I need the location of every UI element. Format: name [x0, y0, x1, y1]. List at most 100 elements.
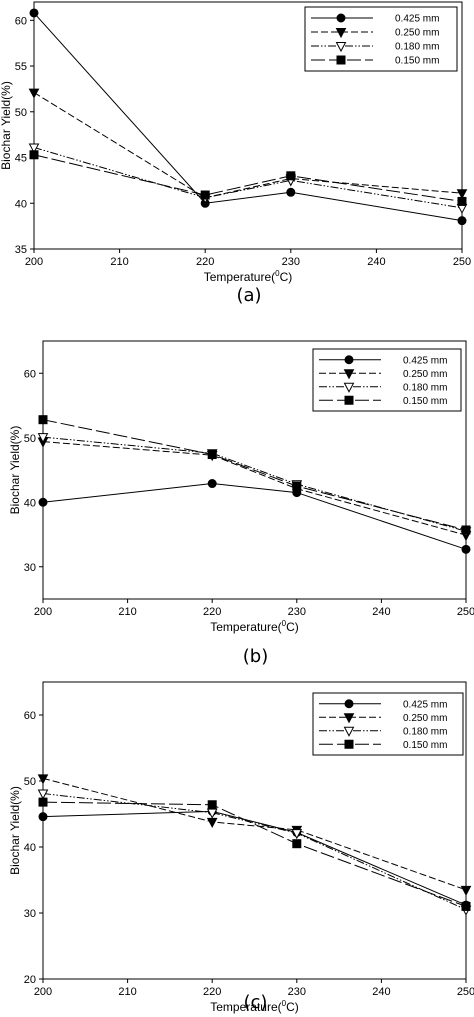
x-tick-label: 210 — [118, 606, 136, 618]
data-point — [291, 829, 303, 840]
legend-marker-2 — [335, 28, 347, 39]
series-line-4 — [42, 419, 467, 531]
x-tick-label: 250 — [457, 986, 474, 998]
data-point — [207, 450, 217, 460]
chart-panel-c: 200 210 220 230 240 250 20 30 40 50 60 Temperature(… — [8, 681, 474, 1014]
data-point — [456, 189, 468, 200]
x-tick-label: 200 — [34, 606, 52, 618]
y-tick-label: 60 — [24, 710, 36, 722]
data-point — [286, 171, 296, 181]
y-tick-label: 20 — [24, 974, 36, 986]
data-point — [200, 190, 210, 200]
data-point — [207, 479, 217, 489]
panel-caption: (b) — [243, 646, 268, 667]
legend-marker-1 — [336, 13, 346, 23]
data-point — [37, 774, 49, 785]
legend-marker-3 — [343, 726, 355, 737]
y-tick-label: 55 — [15, 61, 27, 73]
legend-label-4: 0.150 mm — [403, 396, 447, 407]
data-point — [38, 797, 48, 807]
data-point — [460, 885, 472, 896]
x-tick-label: 210 — [110, 256, 128, 268]
legend-marker-4 — [344, 395, 354, 405]
series-line-3 — [33, 146, 463, 209]
series-line-3 — [42, 436, 467, 532]
y-tick-label: 40 — [24, 842, 36, 854]
panel-caption: (a) — [236, 285, 261, 306]
legend-marker-3 — [343, 382, 355, 393]
x-tick-label: 230 — [288, 606, 306, 618]
y-tick-label: 40 — [15, 198, 27, 210]
data-point — [292, 481, 302, 491]
y-tick-label: 30 — [24, 908, 36, 920]
y-tick-label: 30 — [24, 562, 36, 574]
x-tick-label: 250 — [457, 606, 474, 618]
x-tick-label: 230 — [288, 986, 306, 998]
x-tick-label: 200 — [25, 256, 43, 268]
chart-panel-b: 200 210 220 230 240 250 30 40 50 60 Temperature(0C… — [8, 340, 474, 667]
legend-marker-1 — [344, 699, 354, 709]
legend-label-4: 0.150 mm — [395, 56, 439, 67]
data-point — [38, 812, 48, 822]
chart-panel-a: 200 210 220 230 240 250 35 40 45 50 55 60 Temperatur… — [0, 1, 471, 306]
legend-label-1: 0.425 mm — [403, 355, 447, 366]
y-tick-label: 50 — [24, 433, 36, 445]
data-point — [292, 839, 302, 849]
x-tick-label: 220 — [203, 986, 221, 998]
data-point — [38, 497, 48, 507]
y-tick-label: 45 — [15, 153, 27, 165]
series-line-2 — [33, 92, 463, 199]
legend-marker-3 — [335, 42, 347, 53]
data-point — [37, 433, 49, 444]
data-point — [38, 415, 48, 425]
legend-marker-1 — [344, 355, 354, 365]
data-point — [37, 789, 49, 800]
legend-label-2: 0.250 mm — [403, 369, 447, 380]
y-tick-label: 60 — [15, 15, 27, 27]
x-axis-label: Temperature(0C) — [210, 999, 299, 1014]
x-tick-label: 220 — [203, 606, 221, 618]
series-line-2 — [42, 777, 467, 891]
data-point — [28, 143, 40, 154]
data-point — [461, 901, 471, 911]
x-tick-label: 240 — [372, 606, 390, 618]
y-tick-label: 60 — [24, 368, 36, 380]
x-axis-label: Temperature(0C) — [204, 269, 293, 284]
legend-label-1: 0.425 mm — [395, 14, 439, 25]
plot-frame — [33, 1, 463, 250]
x-tick-label: 220 — [196, 256, 214, 268]
x-tick-label: 250 — [453, 256, 471, 268]
series-line-2 — [42, 441, 467, 536]
x-tick-label: 200 — [34, 986, 52, 998]
series-line-4 — [33, 154, 463, 202]
data-point — [461, 544, 471, 554]
data-point — [457, 216, 467, 226]
y-axis-label: Biochar Yield(%) — [8, 786, 22, 875]
data-point — [28, 88, 40, 99]
x-tick-label: 240 — [372, 986, 390, 998]
y-axis-label: Biochar Yield(%) — [8, 426, 22, 515]
data-point — [286, 187, 296, 197]
y-tick-label: 35 — [15, 244, 27, 256]
data-point — [29, 150, 39, 160]
legend-marker-2 — [343, 369, 355, 380]
y-tick-label: 50 — [15, 107, 27, 119]
x-axis-label: Temperature(0C) — [210, 619, 299, 634]
legend-marker-4 — [336, 55, 346, 65]
legend: 0.425 mm 0.250 mm 0.180 mm 0.150 mm — [304, 6, 458, 72]
legend: 0.425 mm 0.250 mm 0.180 mm 0.150 mm — [312, 692, 464, 756]
x-tick-label: 210 — [118, 986, 136, 998]
y-axis-label: Biochar Yield(%) — [0, 81, 13, 170]
legend-label-2: 0.250 mm — [403, 713, 447, 724]
data-point — [207, 800, 217, 810]
series-line-1 — [33, 12, 463, 222]
legend-label-3: 0.180 mm — [403, 382, 447, 393]
legend-label-2: 0.250 mm — [395, 28, 439, 39]
data-point — [457, 196, 467, 206]
series-line-4 — [42, 801, 467, 907]
legend-label-3: 0.180 mm — [403, 726, 447, 737]
data-point — [461, 525, 471, 535]
legend: 0.425 mm 0.250 mm 0.180 mm 0.150 mm — [312, 348, 462, 412]
series-line-1 — [42, 810, 467, 906]
